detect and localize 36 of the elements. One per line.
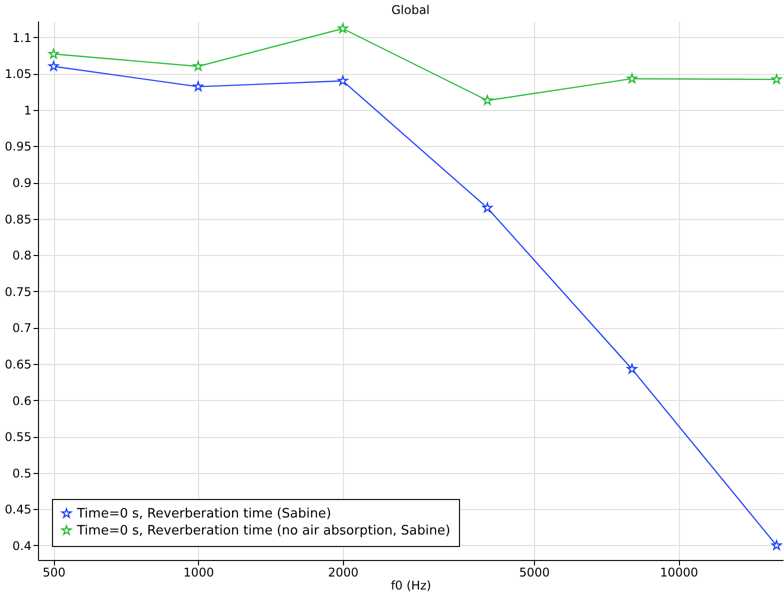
y-tick-label: 1.05 [4,67,32,82]
y-tick-label: 0.5 [12,466,32,480]
y-tick-label: 0.4 [12,538,32,553]
y-tick-label: 0.7 [12,321,32,336]
legend-label: Time=0 s, Reverberation time (Sabine) [76,506,332,522]
chart-title: Global [391,3,430,17]
y-tick-label: 0.75 [4,284,32,299]
point [626,73,638,84]
y-tick-label: 0.55 [4,430,32,444]
legend-label: Time=0 s, Reverberation time (no air absorption, Sabine) [76,524,450,538]
y-tick-label: 0.9 [12,176,32,190]
y-tick-label: 1.1 [12,30,32,45]
point [626,364,638,374]
y-tick-label: 0.45 [4,502,32,517]
y-tick-label: 0.95 [4,140,32,154]
y-tick-label: 0.65 [4,358,32,372]
point [482,202,492,212]
point [771,540,782,550]
point [482,95,492,105]
y-tick-label: 0.8 [12,248,32,263]
y-tick-label: 0.6 [12,394,32,408]
y-tick-label: 1 [24,103,32,118]
x-tick-label: 1000 [183,566,214,580]
x-tick-label: 10000 [660,566,698,580]
point [771,74,782,84]
point [193,61,204,71]
x-tick-label: 5000 [519,566,550,580]
point [338,23,348,34]
point [48,48,59,58]
point [338,76,348,86]
point [193,81,204,92]
x-axis-title: f0 (Hz) [390,578,432,592]
y-tick-label: 0.85 [4,212,32,226]
x-tick-label: 500 [42,566,66,580]
x-tick-label: 2000 [328,566,359,580]
point [48,61,59,71]
